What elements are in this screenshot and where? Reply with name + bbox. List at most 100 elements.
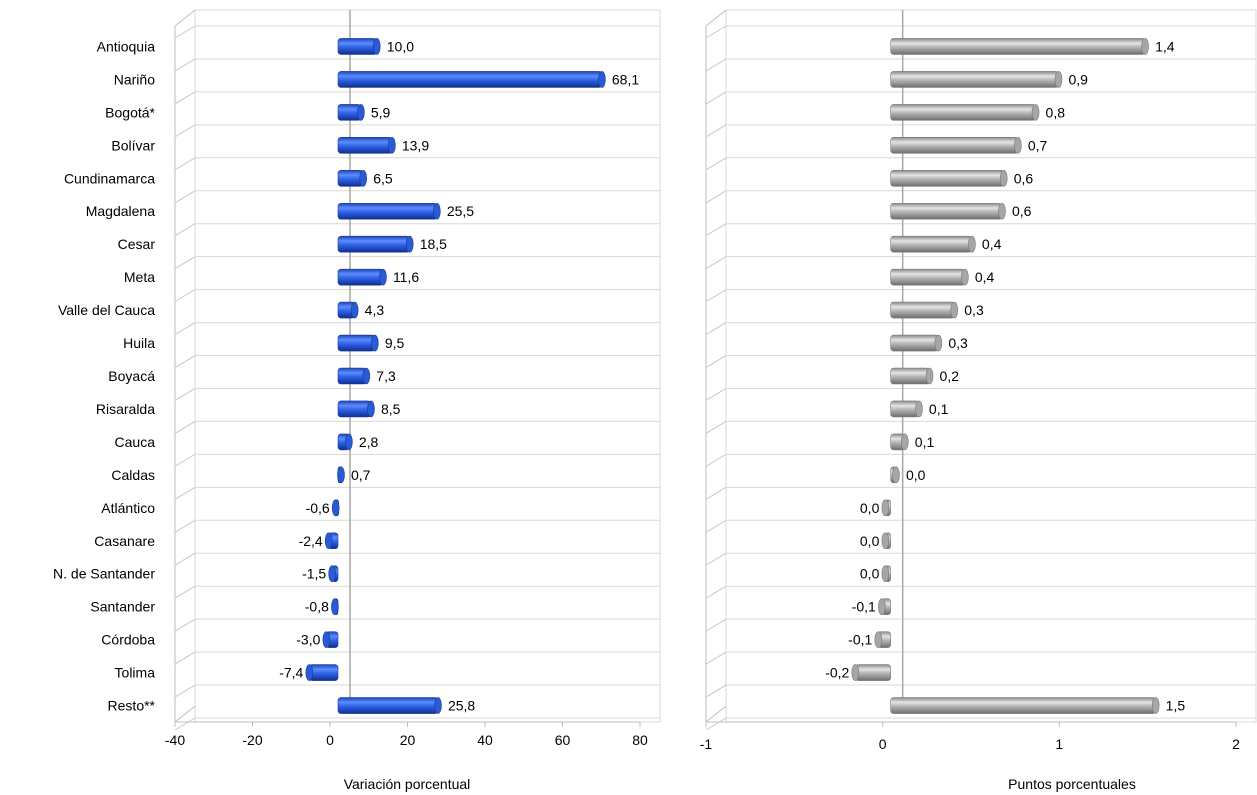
bar xyxy=(322,631,339,648)
bar xyxy=(890,697,1160,714)
wall-tick xyxy=(705,585,727,599)
category-label: Antioquia xyxy=(97,38,156,54)
bar xyxy=(328,565,339,583)
data-label: -0,1 xyxy=(852,599,876,615)
wall-tick xyxy=(174,717,196,731)
data-labels: 10,0 68,1 5,9 13,9 6,5 25,5 18,5 11,6 4,3 9,5 7,3 8… xyxy=(279,38,639,713)
bar xyxy=(890,71,1063,88)
data-label: 11,6 xyxy=(393,269,419,285)
wall-tick xyxy=(705,552,727,566)
data-label: 6,5 xyxy=(373,170,393,186)
wall-tick xyxy=(174,388,196,401)
bar xyxy=(881,499,891,517)
data-label: -0,2 xyxy=(825,665,849,681)
wall-tick xyxy=(705,355,727,368)
bar xyxy=(337,202,441,220)
bar xyxy=(874,631,891,648)
data-label: 2,8 xyxy=(359,434,379,450)
category-label: Casanare xyxy=(94,533,155,549)
data-label: -7,4 xyxy=(279,665,303,681)
bar xyxy=(890,334,943,352)
wall-tick xyxy=(705,223,727,237)
category-label: Meta xyxy=(124,269,155,285)
data-label: 0,0 xyxy=(906,467,926,483)
x-axis-title: Puntos porcentuales xyxy=(1008,776,1136,792)
data-label: 10,0 xyxy=(387,38,414,54)
bar xyxy=(337,433,353,451)
bar xyxy=(305,664,339,681)
wall-tick xyxy=(705,124,727,138)
data-label: 0,0 xyxy=(860,566,880,582)
bars xyxy=(305,38,606,714)
bar xyxy=(890,202,1006,220)
bar xyxy=(337,104,365,121)
data-label: 0,1 xyxy=(915,434,935,450)
gridlines xyxy=(174,25,660,731)
bar xyxy=(331,598,339,615)
wall-tick xyxy=(705,453,727,467)
wall-tick xyxy=(174,585,196,599)
data-label: 25,5 xyxy=(447,203,474,219)
data-label: 1,5 xyxy=(1166,698,1186,714)
category-label: Cauca xyxy=(115,434,156,450)
wall-tick xyxy=(174,486,196,500)
data-label: 0,7 xyxy=(1028,137,1048,153)
data-label: 0,6 xyxy=(1014,170,1034,186)
wall-tick xyxy=(174,355,196,368)
bar xyxy=(337,38,381,55)
wall-tick xyxy=(705,651,727,665)
category-labels: Antioquia Nariño Bogotá* Bolívar Cundinamarc… xyxy=(53,38,156,713)
x-tick-label: 2 xyxy=(1232,736,1240,752)
wall-tick xyxy=(174,519,196,533)
wall-tick xyxy=(174,618,196,632)
category-label: Tolima xyxy=(115,665,156,681)
x-tick-label: 0 xyxy=(879,736,887,752)
x-tick-label: 60 xyxy=(555,732,571,748)
data-label: 0,8 xyxy=(1046,104,1066,120)
category-label: Boyacá xyxy=(108,368,155,384)
category-label: Nariño xyxy=(114,71,155,87)
data-label: -2,4 xyxy=(299,533,323,549)
bar xyxy=(331,499,340,517)
x-tick-label: 20 xyxy=(400,732,416,748)
data-label: 13,9 xyxy=(402,137,429,153)
wall-tick xyxy=(705,618,727,632)
category-label: Cesar xyxy=(118,236,156,252)
wall-tick xyxy=(174,190,196,204)
wall-edge xyxy=(174,9,196,27)
bar xyxy=(890,466,900,484)
category-label: Risaralda xyxy=(96,401,155,417)
bar xyxy=(337,697,442,714)
bar xyxy=(324,532,339,550)
x-tick-label: 80 xyxy=(632,732,648,748)
bar xyxy=(878,598,891,615)
bar xyxy=(881,565,891,583)
data-label: 5,9 xyxy=(371,104,391,120)
bar xyxy=(337,466,345,484)
data-label: 8,5 xyxy=(381,401,401,417)
data-label: 9,5 xyxy=(385,335,405,351)
bars xyxy=(851,38,1160,714)
bar xyxy=(890,367,934,385)
bar xyxy=(890,169,1008,187)
bar xyxy=(851,664,891,681)
data-label: 0,3 xyxy=(948,335,968,351)
x-tick-label: 40 xyxy=(477,732,493,748)
gridlines xyxy=(705,25,1256,731)
data-label: 0,3 xyxy=(964,302,984,318)
data-label: 7,3 xyxy=(376,368,396,384)
category-label: Bolívar xyxy=(111,137,155,153)
wall-edge xyxy=(705,9,727,27)
bar xyxy=(890,235,976,253)
data-label: 1,4 xyxy=(1155,38,1175,54)
bar xyxy=(337,334,379,352)
wall-tick xyxy=(174,684,196,698)
category-label: Cundinamarca xyxy=(64,170,155,186)
wall-tick xyxy=(174,651,196,665)
wall-tick xyxy=(705,388,727,401)
bar xyxy=(337,235,414,253)
wall-tick xyxy=(705,190,727,204)
category-label: Bogotá* xyxy=(105,104,155,120)
wall-tick xyxy=(174,289,196,303)
